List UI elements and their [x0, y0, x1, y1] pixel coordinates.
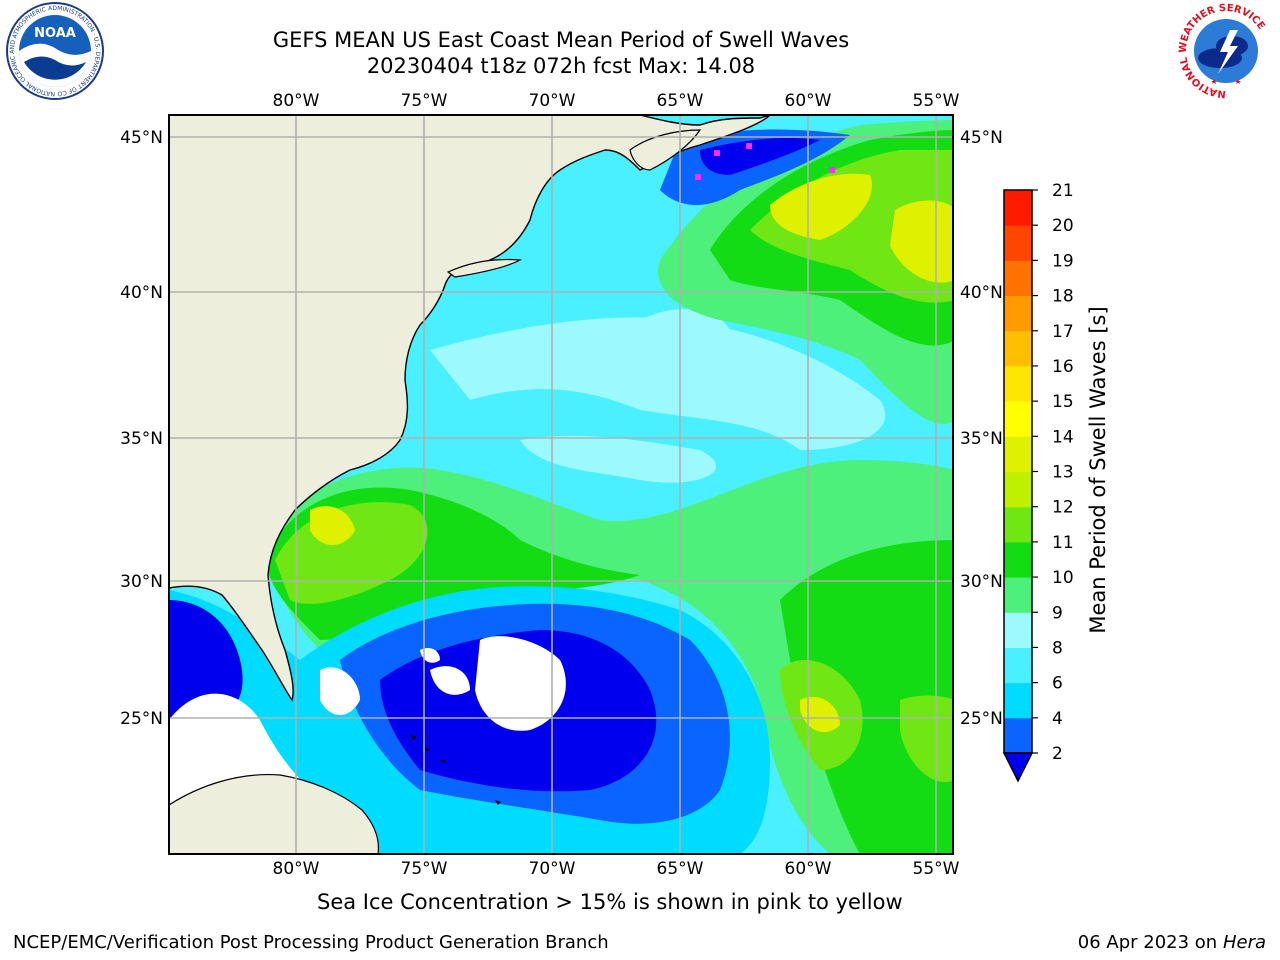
colorbar-tick-label: 6 [1052, 674, 1063, 694]
lon-label-bottom: 65°W [657, 859, 704, 879]
no-data-area [320, 667, 360, 715]
colorbar-segment [1004, 506, 1032, 543]
sea-ice-marker [714, 150, 720, 156]
swell-zone-12-13s [750, 150, 953, 303]
colorbar-tick-label: 20 [1052, 216, 1074, 236]
land-maritimes [629, 129, 702, 171]
chart-title: GEFS MEAN US East Coast Mean Period of S… [272, 28, 850, 52]
footer-host: Hera [1222, 932, 1266, 953]
swell-zone-13-14s [310, 506, 355, 545]
land-cuba [169, 773, 380, 854]
footer-date-text: 06 Apr 2023 on [1077, 932, 1223, 953]
swell-zone-below-2s [700, 138, 820, 175]
colorbar-tick-label: 11 [1052, 533, 1074, 553]
sea-ice-marker [829, 167, 835, 173]
colorbar-segment [1004, 541, 1032, 578]
colorbar-segment [1004, 436, 1032, 472]
lat-label-left: 40°N [120, 283, 163, 303]
lat-label-left: 35°N [120, 429, 163, 449]
map-area [169, 115, 953, 854]
sea-ice-note: Sea Ice Concentration > 15% is shown in … [317, 890, 903, 914]
sea-ice-marker [695, 174, 701, 180]
swell-zone-8-9s [430, 317, 886, 450]
lat-label-right: 35°N [960, 429, 1003, 449]
footer-credit: NCEP/EMC/Verification Post Processing Pr… [13, 932, 609, 953]
nws-logo: NATIONAL WEATHER SERVICE [1178, 3, 1273, 99]
no-data-area [475, 636, 566, 731]
colorbar-tick-label: 12 [1052, 498, 1074, 518]
colorbar-tick-label: 10 [1052, 568, 1074, 588]
lon-label-top: 55°W [913, 91, 960, 111]
colorbar-tick-label: 4 [1052, 709, 1063, 729]
lat-label-right: 25°N [960, 709, 1003, 729]
colorbar-segment [1004, 365, 1032, 402]
colorbar-segment [1004, 260, 1032, 297]
lon-label-bottom: 60°W [785, 859, 832, 879]
lon-label-bottom: 70°W [529, 859, 576, 879]
colorbar-tick-label: 8 [1052, 638, 1063, 658]
colorbar-tick-label: 21 [1052, 181, 1074, 201]
swell-zone-8-9s [520, 435, 717, 483]
colorbar [1002, 189, 1034, 783]
colorbar-tick-label: 19 [1052, 251, 1074, 271]
colorbar-segment [1004, 225, 1032, 261]
colorbar-segment [1004, 647, 1032, 684]
colorbar-segment [1004, 330, 1032, 367]
lat-label-right: 45°N [960, 128, 1003, 148]
lon-label-top: 70°W [529, 91, 576, 111]
colorbar-tick-label: 2 [1052, 744, 1063, 764]
colorbar-segment [1004, 401, 1032, 437]
lon-label-top: 75°W [401, 91, 448, 111]
lon-label-bottom: 55°W [913, 859, 960, 879]
lat-label-left: 45°N [120, 128, 163, 148]
colorbar-tick-label: 14 [1052, 427, 1074, 447]
lon-label-bottom: 80°W [273, 859, 320, 879]
colorbar-tick-label: 9 [1052, 603, 1063, 623]
swell-zone-below-2s [169, 600, 243, 720]
lat-label-right: 30°N [960, 572, 1003, 592]
colorbar-segment [1004, 190, 1032, 226]
land-north-america [169, 115, 771, 702]
lon-label-top: 60°W [785, 91, 832, 111]
map-border [168, 114, 954, 855]
chart-subtitle: 20230404 t18z 072h fcst Max: 14.08 [366, 54, 756, 78]
colorbar-segment [1004, 717, 1032, 754]
land-long-island [446, 258, 523, 278]
lon-label-bottom: 75°W [401, 859, 448, 879]
no-data-area [420, 648, 440, 663]
lat-label-right: 40°N [960, 283, 1003, 303]
colorbar-segment [1004, 577, 1032, 613]
sea-ice-marker [746, 143, 752, 149]
colorbar-tick-label: 18 [1052, 287, 1074, 307]
colorbar-tick-label: 17 [1052, 322, 1074, 342]
no-data-area [430, 666, 470, 695]
swell-zone-13-14s [800, 696, 840, 733]
swell-zone-12-13s [900, 695, 953, 782]
colorbar-segment [1004, 682, 1032, 719]
noaa-logo: NATIONAL OCEANIC AND ATMOSPHERIC ADMINIS… [0, 0, 104, 100]
lon-label-top: 80°W [273, 91, 320, 111]
colorbar-tick-label: 15 [1052, 392, 1074, 412]
colorbar-underflow-triangle [1002, 752, 1034, 783]
swell-zone-13-14s [890, 200, 953, 283]
lon-label-top: 65°W [657, 91, 704, 111]
lat-label-left: 30°N [120, 572, 163, 592]
gridlines [169, 115, 953, 854]
colorbar-label: Mean Period of Swell Waves [s] [1086, 306, 1110, 634]
swell-zone-11-12s [780, 540, 953, 854]
lat-label-left: 25°N [120, 709, 163, 729]
colorbar-segment [1004, 612, 1032, 648]
colorbar-tick-label: 13 [1052, 463, 1074, 483]
colorbar-segment [1004, 471, 1032, 508]
colorbar-segment [1004, 295, 1032, 332]
svg-text:NOAA: NOAA [34, 26, 76, 41]
colorbar-tick-label: 16 [1052, 357, 1074, 377]
footer-date: 06 Apr 2023 on Hera [1078, 932, 1266, 953]
swell-zone-13-14s [770, 173, 872, 240]
